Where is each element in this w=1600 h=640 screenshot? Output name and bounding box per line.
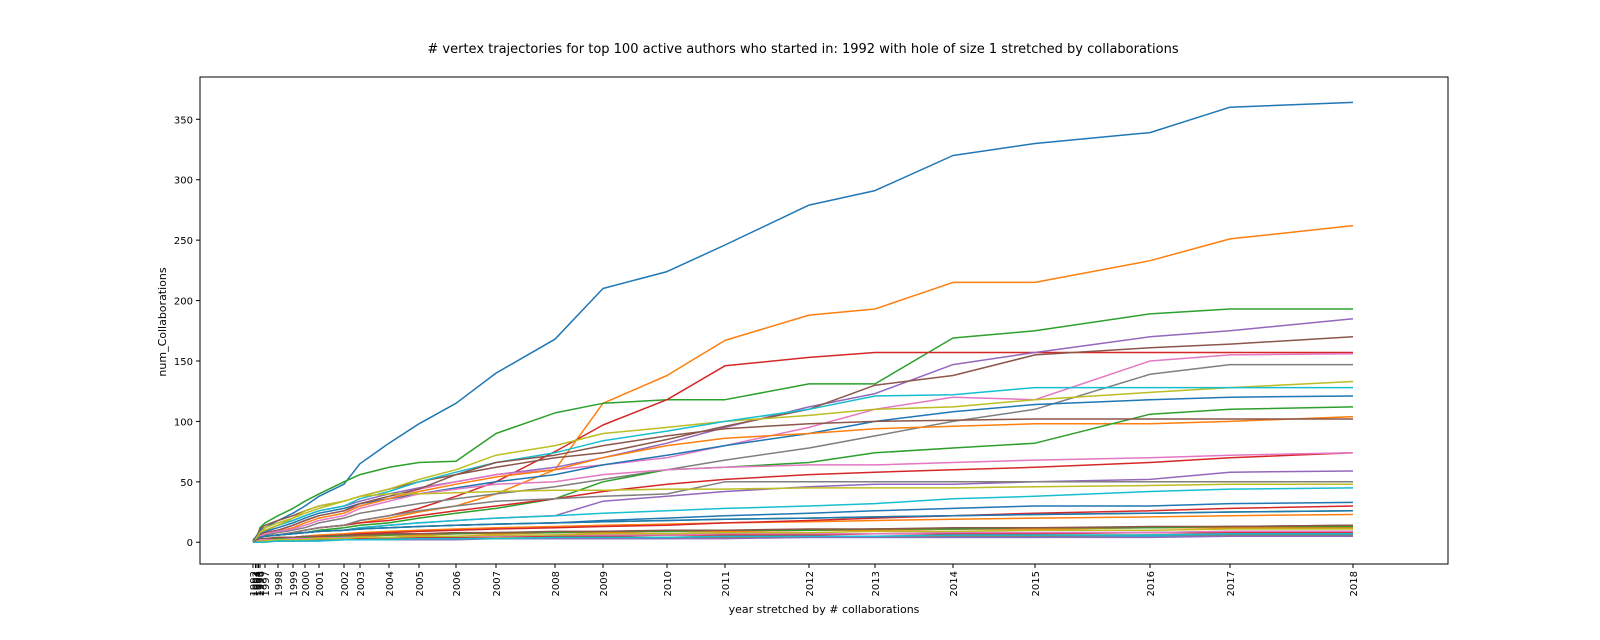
x-tick-label: 1997 — [261, 571, 272, 596]
x-tick-label: 2018 — [1349, 571, 1360, 596]
series-line-39 — [253, 528, 1353, 543]
y-axis: 0 50 100 150 200 250 300 350 — [174, 115, 200, 549]
x-tick-label: 2006 — [452, 571, 463, 596]
y-tick-label: 50 — [180, 478, 193, 489]
x-tick-label: 2008 — [551, 571, 562, 596]
x-tick-label: 2005 — [415, 571, 426, 596]
x-tick-label: 2015 — [1031, 571, 1042, 596]
x-tick-label: 2012 — [805, 571, 816, 596]
y-tick-label: 200 — [174, 297, 193, 308]
x-tick-label: 1998 — [274, 571, 285, 596]
series-line-19 — [252, 483, 1353, 543]
x-tick-label: 2013 — [871, 571, 882, 596]
x-tick-label: 2002 — [340, 571, 351, 596]
x-tick-label: 2010 — [663, 571, 674, 596]
x-tick-label: 2007 — [492, 571, 503, 596]
x-tick-label: 2001 — [315, 571, 326, 596]
series-line-16 — [252, 418, 1353, 543]
plot-area — [199, 76, 1449, 565]
x-tick-label: 2004 — [385, 571, 396, 596]
x-tick-label: 2017 — [1226, 571, 1237, 596]
series-line-31 — [252, 510, 1354, 543]
y-tick-label: 100 — [174, 417, 193, 428]
x-tick-label: 2000 — [301, 571, 312, 596]
y-tick-label: 300 — [174, 176, 193, 187]
series-layer — [252, 101, 1354, 543]
x-tick-label: 1994 — [253, 571, 264, 596]
series-line-3 — [252, 308, 1353, 542]
x-tick-label: 1992 — [249, 571, 260, 596]
y-axis-label: num_Collaborations — [156, 267, 169, 376]
x-tick-label: 2009 — [599, 571, 610, 596]
x-tick-label: 2011 — [721, 571, 732, 596]
x-tick-label: 1995 — [255, 571, 266, 596]
x-tick-label: 1993 — [252, 571, 263, 596]
x-tick-label: 1996 — [256, 571, 267, 596]
y-tick-label: 350 — [174, 115, 193, 126]
x-axis-label: year stretched by # collaborations — [729, 603, 920, 616]
y-tick-label: 0 — [187, 538, 193, 549]
chart-title: # vertex trajectories for top 100 active… — [427, 42, 1178, 57]
series-line-1 — [252, 101, 1354, 541]
x-tick-label: 2016 — [1146, 571, 1157, 596]
x-tick-label: 1999 — [289, 571, 300, 596]
x-tick-label: 2014 — [949, 571, 960, 596]
series-line-9 — [252, 380, 1354, 543]
y-tick-label: 150 — [174, 357, 193, 368]
x-tick-label: 2003 — [356, 571, 367, 596]
y-tick-label: 250 — [174, 236, 193, 247]
series-line-36 — [252, 524, 1354, 543]
series-line-40 — [253, 533, 1353, 543]
